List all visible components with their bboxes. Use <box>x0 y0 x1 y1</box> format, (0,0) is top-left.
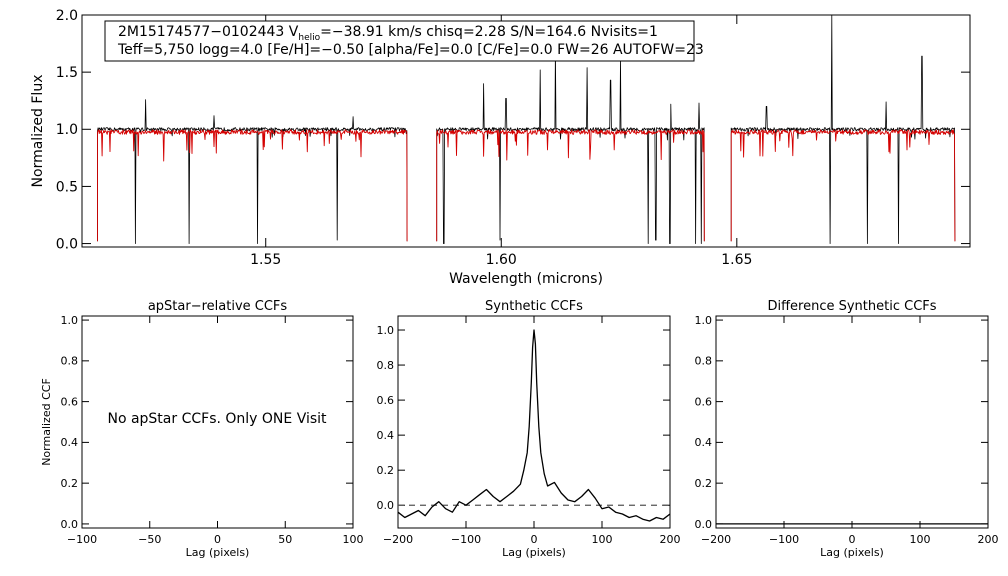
difference-ccf-panel: −200 −100 0 100 200 0.0 0.2 0.4 0.6 0.8 1.0 Lag (pi… <box>695 299 999 559</box>
x-tick-label: −100 <box>769 533 799 546</box>
x-tick-label: 0 <box>531 533 538 546</box>
y-tick-label: 1.0 <box>56 122 78 138</box>
x-tick-label: 1.65 <box>721 252 752 268</box>
synthetic-ccf-panel: −200 −100 0 100 200 0.0 0.2 0.4 0.6 0.8 1.0 Lag (pi… <box>377 299 681 559</box>
x-axis-label: Wavelength (microns) <box>449 271 603 287</box>
y-tick-label: 0.6 <box>61 395 79 408</box>
x-tick-label: −200 <box>701 533 731 546</box>
no-ccf-message: No apStar CCFs. Only ONE Visit <box>107 411 327 427</box>
spectrum-panel: 1.55 1.60 1.65 0.0 0.5 1.0 1.5 2.0 Wavelength (m… <box>30 8 971 287</box>
y-tick-label: 0.6 <box>377 394 395 407</box>
annotation-line-1: 2M15174577−0102443 Vhelio=−38.91 km/s ch… <box>118 24 658 43</box>
x-tick-label: 100 <box>343 533 364 546</box>
observed-spectrum-line <box>97 99 408 244</box>
model-spectrum-line <box>97 129 408 242</box>
y-tick-label: 0.0 <box>695 518 713 531</box>
x-axis-label: Lag (pixels) <box>820 546 884 559</box>
y-tick-label: 0.6 <box>695 395 713 408</box>
x-tick-label: −100 <box>67 533 97 546</box>
y-tick-label: 0.4 <box>61 436 79 449</box>
apstar-ccf-panel: −100 −50 0 50 100 0.0 0.2 0.4 0.6 0.8 1.0 Lag (pixe… <box>40 299 364 559</box>
y-tick-label: 0.0 <box>61 518 79 531</box>
y-tick-label: 0.8 <box>377 359 395 372</box>
x-axis-label: Lag (pixels) <box>502 546 566 559</box>
y-axis-label: Normalized Flux <box>30 75 46 188</box>
observed-spectrum-line <box>436 47 705 244</box>
y-tick-label: 1.0 <box>695 314 713 327</box>
y-tick-label: 0.8 <box>61 355 79 368</box>
annotation-box <box>104 20 695 62</box>
observed-spectrum-line <box>730 14 956 244</box>
panel-title: Synthetic CCFs <box>485 299 583 314</box>
model-spectrum-line <box>730 129 956 242</box>
y-tick-label: 0.4 <box>377 429 395 442</box>
ccf-line <box>397 329 671 522</box>
x-tick-label: 50 <box>278 533 292 546</box>
x-axis-label: Lag (pixels) <box>186 546 250 559</box>
x-tick-label: 200 <box>978 533 999 546</box>
x-tick-label: 0 <box>214 533 221 546</box>
y-tick-label: 1.0 <box>377 324 395 337</box>
plot-frame <box>715 315 989 529</box>
x-tick-label: 100 <box>910 533 931 546</box>
x-tick-label: 0 <box>849 533 856 546</box>
y-tick-label: 0.0 <box>377 499 395 512</box>
model-spectrum-line <box>436 129 705 242</box>
y-tick-label: 0.4 <box>695 436 713 449</box>
y-tick-label: 2.0 <box>56 8 78 24</box>
x-tick-label: −200 <box>383 533 413 546</box>
y-tick-label: 0.2 <box>377 464 395 477</box>
y-axis-label: Normalized CCF <box>40 378 53 466</box>
annotation-line-2: Teff=5,750 logg=4.0 [Fe/H]=−0.50 [alpha/… <box>117 42 704 58</box>
y-tick-label: 0.2 <box>61 477 79 490</box>
x-tick-label: 200 <box>660 533 681 546</box>
y-tick-label: 0.5 <box>56 179 78 195</box>
x-tick-label: 1.60 <box>486 252 517 268</box>
x-tick-label: 100 <box>592 533 613 546</box>
y-tick-label: 1.5 <box>56 65 78 81</box>
x-tick-label: −50 <box>138 533 161 546</box>
plot-frame <box>397 315 671 529</box>
y-tick-label: 0.2 <box>695 477 713 490</box>
y-tick-label: 1.0 <box>61 314 79 327</box>
x-tick-label: 1.55 <box>250 252 281 268</box>
y-tick-label: 0.8 <box>695 355 713 368</box>
y-tick-label: 0.0 <box>56 236 78 252</box>
x-tick-label: −100 <box>451 533 481 546</box>
panel-title: Difference Synthetic CCFs <box>767 299 936 314</box>
plot-frame <box>81 14 971 248</box>
panel-title: apStar−relative CCFs <box>148 299 288 314</box>
